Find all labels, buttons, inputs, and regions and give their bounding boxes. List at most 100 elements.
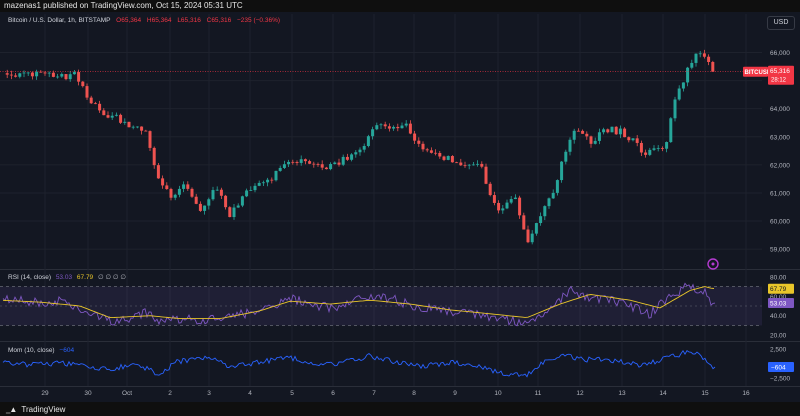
candle-body (56, 76, 60, 78)
candle-body (156, 165, 160, 179)
rsi-tick-label: 40.00 (770, 313, 787, 320)
candle-body (215, 189, 219, 191)
price-tick-label: 61,000 (770, 190, 790, 197)
candle-body (656, 147, 660, 149)
candle-body (417, 140, 421, 144)
mom-tag-bg (768, 362, 794, 373)
candle-body (287, 161, 291, 165)
grid-lines (0, 14, 800, 387)
candle-body (434, 152, 438, 154)
candle-body (161, 178, 165, 186)
footer-bar: ‗▲ TradingView (0, 402, 800, 416)
candle-body (81, 81, 85, 87)
mom-legend[interactable]: Mom (10, close) −604 (8, 347, 74, 354)
rsi-tag: 53.03 (770, 301, 787, 308)
candle-body (484, 166, 488, 184)
candle-body (618, 128, 622, 135)
candle-body (257, 182, 261, 186)
symbol-tag-bg (743, 66, 768, 77)
candle-body (589, 136, 593, 144)
ohlc-close: C65,316 (206, 17, 232, 24)
candle-body (119, 114, 123, 123)
candle-body (413, 133, 417, 141)
candle-body (480, 163, 484, 167)
time-tick-label: 30 (84, 390, 92, 397)
candle-body (606, 129, 610, 133)
candle-body (190, 188, 194, 197)
candle-body (627, 137, 631, 141)
candle-body (702, 53, 706, 57)
candle-body (152, 147, 156, 166)
tradingview-logo[interactable]: ‗▲ TradingView (6, 405, 65, 414)
candle-body (114, 114, 118, 116)
candle-body (236, 205, 240, 208)
candle-body (366, 136, 370, 147)
candle-body (543, 206, 547, 217)
rsi-legend[interactable]: RSI (14, close) 53.03 67.79 ∅ ∅ ∅ ∅ (8, 273, 126, 281)
candle-body (505, 202, 509, 209)
price-tick-label: 59,000 (770, 247, 790, 254)
time-tick-label: Oct (122, 390, 132, 397)
candle-body (459, 162, 463, 166)
price-tick-label: 66,000 (770, 50, 790, 57)
candle-body (644, 152, 648, 155)
symbol-legend[interactable]: Bitcoin / U.S. Dollar, 1h, BITSTAMP O65,… (8, 17, 280, 24)
time-tick-label: 3 (207, 390, 211, 397)
candle-body (295, 162, 299, 163)
candle-body (93, 103, 97, 105)
candle-body (30, 72, 34, 77)
candle-body (169, 189, 173, 198)
candle-body (522, 215, 526, 230)
time-tick-label: 5 (290, 390, 294, 397)
candle-body (602, 129, 606, 133)
symbol-tag: BITCUSD (745, 70, 772, 76)
candle-body (245, 190, 249, 197)
candle-body (446, 156, 450, 160)
target-marker (707, 258, 719, 270)
mom-legend-title: Mom (10, close) (8, 347, 55, 354)
tv-brand-text: TradingView (21, 405, 66, 414)
candle-body (694, 53, 698, 63)
candle-body (677, 88, 681, 100)
candle-body (631, 138, 635, 141)
candle-body (299, 159, 303, 163)
candle-body (585, 133, 589, 137)
candle-body (72, 72, 76, 75)
candle-body (392, 126, 396, 129)
mom-tick-label: −2,500 (770, 376, 790, 383)
candle-body (98, 103, 102, 111)
candle-body (9, 74, 13, 76)
ohlc-high: H65,364 (146, 17, 172, 24)
candle-body (455, 162, 459, 164)
currency-button[interactable]: USD (767, 16, 795, 30)
candle-body (316, 164, 320, 165)
candle-body (26, 72, 30, 74)
candle-body (77, 72, 81, 82)
candle-body (312, 163, 316, 165)
time-tick-label: 10 (494, 390, 502, 397)
candle-body (673, 99, 677, 119)
candle-body (51, 72, 55, 77)
candle-body (450, 156, 454, 163)
candle-body (194, 196, 198, 204)
ohlc-change: −235 (−0.36%) (237, 17, 281, 24)
candle-body (362, 146, 366, 150)
candle-body (249, 190, 253, 191)
candle-body (131, 126, 135, 128)
mom-legend-value: −604 (59, 347, 75, 354)
candle-body (564, 151, 568, 162)
time-tick-label: 12 (576, 390, 584, 397)
candle-body (371, 129, 375, 137)
candle-body (18, 73, 22, 77)
candle-body (165, 185, 169, 190)
candle-body (635, 138, 639, 143)
candle-body (106, 115, 110, 118)
time-axis[interactable]: 29 30 Oct 2 3 4 5 6 7 8 9 10 11 12 13 14 15 16 (41, 390, 750, 397)
mom-pane[interactable]: 2,500 −2,500 (2, 346, 790, 383)
candle-body (47, 72, 51, 74)
candle-body (358, 149, 362, 153)
rsi-pane[interactable]: 80.00 60.00 40.00 20.00 (0, 274, 787, 340)
